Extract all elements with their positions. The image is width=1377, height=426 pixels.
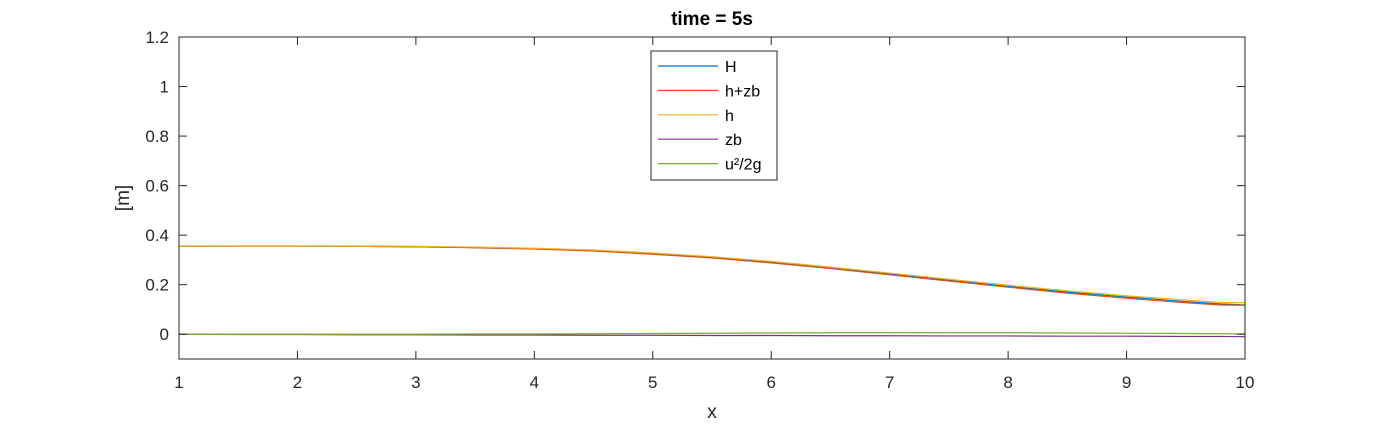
x-tick-label: 10 <box>1236 373 1255 392</box>
plot-box <box>178 36 1246 360</box>
y-tick-label: 0.8 <box>145 127 169 146</box>
y-tick-label: 1.2 <box>145 28 169 47</box>
legend-entry-0: H <box>725 59 737 76</box>
y-tick-label: 0 <box>160 325 169 344</box>
series-layer <box>178 245 1246 338</box>
y-tick-label: 0.2 <box>145 276 169 295</box>
series-line-4 <box>179 332 1246 335</box>
legend-box <box>650 50 778 181</box>
y-axis-label: [m] <box>113 185 134 211</box>
x-tick-label: 8 <box>1003 373 1012 392</box>
legend-entry-4: u²/2g <box>725 157 761 174</box>
legend-entry-1: h+zb <box>725 83 760 100</box>
y-tick-label: 1 <box>160 78 169 97</box>
y-axis: 0 0.2 0.4 0.6 0.8 1 1.2 <box>145 28 1245 344</box>
x-tick-label: 6 <box>766 373 775 392</box>
chart-title: time = 5s <box>671 9 753 30</box>
x-tick-label: 3 <box>411 373 420 392</box>
legend: Hh+zb h zb u²/2g <box>650 50 778 181</box>
y-tick-label: 0.4 <box>145 226 169 245</box>
series-line-2 <box>178 245 1246 304</box>
legend-entry-3: zb <box>725 132 742 149</box>
x-tick-label: 4 <box>530 373 539 392</box>
x-tick-label: 5 <box>648 373 657 392</box>
y-tick-label: 0.6 <box>145 177 169 196</box>
x-tick-label: 2 <box>293 373 302 392</box>
x-tick-label: 9 <box>1122 373 1131 392</box>
x-tick-label: 1 <box>174 373 183 392</box>
x-axis-label: x <box>707 402 717 423</box>
x-axis: 1 2 3 4 5 6 7 8 9 10 <box>174 37 1254 392</box>
x-tick-label: 7 <box>885 373 894 392</box>
legend-entry-2: h <box>725 108 734 125</box>
